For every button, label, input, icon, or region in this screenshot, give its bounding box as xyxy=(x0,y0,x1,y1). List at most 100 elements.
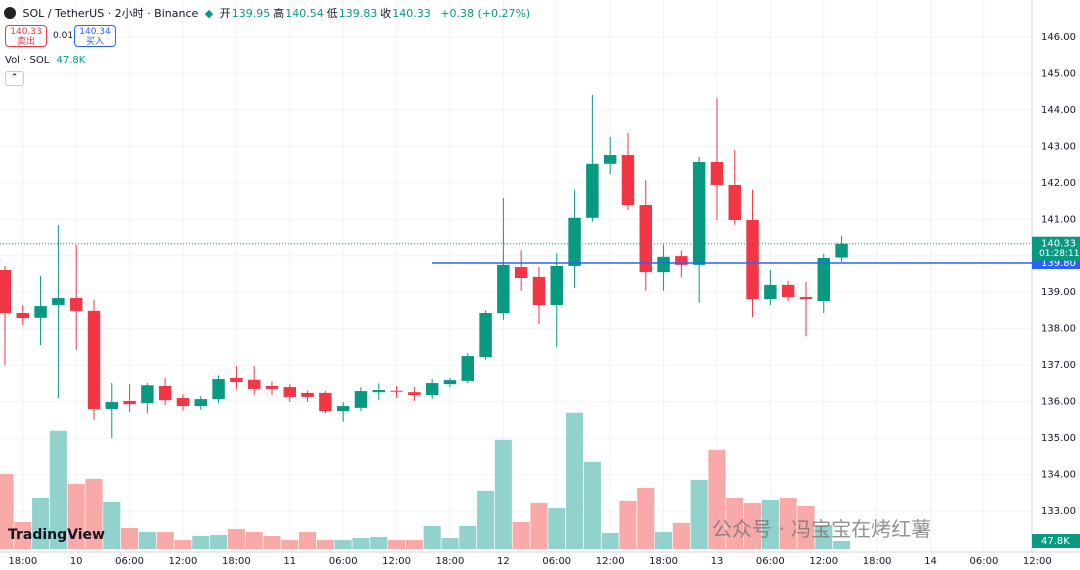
volume-bar xyxy=(477,490,495,549)
ohlc-value: 140.54 xyxy=(285,7,324,20)
volume-bar xyxy=(405,539,423,549)
y-tick-label: 141.00 xyxy=(1041,214,1076,225)
x-tick-label: 18:00 xyxy=(222,556,251,567)
candle-body xyxy=(550,265,563,305)
volume-bar xyxy=(512,521,530,549)
collapse-button[interactable]: ⌃ xyxy=(5,71,24,86)
candle-body xyxy=(247,379,261,389)
volume-bar xyxy=(619,500,637,549)
candle-body xyxy=(141,385,154,404)
volume-bar xyxy=(779,497,797,549)
volume-bar xyxy=(121,527,139,549)
wechat-watermark: 公众号 · 冯宝宝在烤红薯 xyxy=(712,517,932,541)
candle-body xyxy=(728,184,741,220)
arrow: ◆ xyxy=(204,7,214,20)
volume-bar xyxy=(388,539,406,549)
volume-bar xyxy=(637,487,655,549)
x-tick-label: 10 xyxy=(70,556,83,567)
y-tick-label: 139.00 xyxy=(1041,287,1076,298)
candle-body xyxy=(283,387,297,397)
ohlc-value: 139.83 xyxy=(338,7,378,20)
symbol: SOL / TetherUS · 2小时 · Binance xyxy=(22,7,199,20)
coin-icon xyxy=(4,7,16,19)
volume-bar xyxy=(797,505,815,549)
candle-body xyxy=(265,385,279,389)
candle-body xyxy=(568,217,581,266)
candle-body xyxy=(764,284,777,300)
volume-bar xyxy=(67,483,85,549)
candle-body xyxy=(817,257,830,301)
volume-bar xyxy=(690,479,708,549)
y-tick-label: 145.00 xyxy=(1041,68,1076,79)
volume-current: 47.8K xyxy=(56,55,86,66)
y-tick-label: 133.00 xyxy=(1041,506,1076,517)
ohlc-label: 高 xyxy=(273,7,285,20)
last-price-tag xyxy=(1032,236,1080,261)
x-tick-label: 06:00 xyxy=(542,556,571,567)
volume-legend: Vol · SOL 47.8K xyxy=(5,55,85,66)
volume-bar xyxy=(548,507,566,549)
x-tick-label: 12:00 xyxy=(596,556,625,567)
last-price-label: 140.33 xyxy=(1041,239,1076,250)
candle-body xyxy=(69,298,83,311)
buy-price: 140.34 xyxy=(79,27,111,37)
volume-bar xyxy=(459,525,477,549)
volume-bar xyxy=(263,535,281,549)
y-tick-label: 134.00 xyxy=(1041,470,1076,481)
candle-body xyxy=(408,392,421,396)
volume-title: Vol · SOL xyxy=(5,55,50,66)
sell-button[interactable]: 140.33 卖出 xyxy=(5,25,47,47)
volume-bar xyxy=(833,541,851,549)
volume-tag-label: 47.8K xyxy=(1041,536,1070,547)
y-tick-label: 143.00 xyxy=(1041,141,1076,152)
volume-bar xyxy=(726,497,744,549)
candle-body xyxy=(390,390,403,392)
candle-body xyxy=(52,298,65,305)
ohlc: 开139.95 高140.54 低139.83 收140.33 xyxy=(220,7,434,20)
candle-body xyxy=(710,161,724,185)
y-tick-label: 142.00 xyxy=(1041,178,1076,189)
volume-bar xyxy=(601,532,619,549)
ohlc-label: 收 xyxy=(380,7,392,20)
candle-body xyxy=(105,402,119,409)
volume-bar xyxy=(299,531,317,549)
y-tick-label: 144.00 xyxy=(1041,105,1076,116)
volume-tag xyxy=(1032,534,1080,549)
candle-body xyxy=(692,161,706,265)
y-tick-label: 137.00 xyxy=(1041,360,1076,371)
candle-body xyxy=(34,306,47,318)
candle-body xyxy=(372,389,385,393)
volume-bar xyxy=(156,531,174,549)
candle-body xyxy=(586,163,599,218)
countdown: 01:28:11 xyxy=(1039,249,1079,259)
x-tick-label: 14 xyxy=(924,556,937,567)
y-tick-label: 138.00 xyxy=(1041,324,1076,335)
volume-bar xyxy=(334,539,352,549)
x-tick-label: 12:00 xyxy=(169,556,198,567)
volume-bar xyxy=(370,536,388,549)
volume-bar xyxy=(281,539,299,549)
candle-body xyxy=(603,155,617,164)
candle-body xyxy=(746,219,759,300)
x-tick-label: 11 xyxy=(283,556,296,567)
buy-button[interactable]: 140.34 买入 xyxy=(74,25,116,47)
volume-bar xyxy=(174,539,192,549)
candle-body xyxy=(781,284,795,297)
volume-bar xyxy=(316,539,334,549)
candle-body xyxy=(336,406,350,412)
volume-bar xyxy=(815,524,833,549)
candle-body xyxy=(799,296,813,300)
change: +0.38 (+0.27%) xyxy=(440,7,531,20)
x-tick-label: 06:00 xyxy=(329,556,358,567)
x-tick-label: 12:00 xyxy=(1023,556,1052,567)
x-tick-label: 13 xyxy=(711,556,724,567)
volume-bar xyxy=(672,522,690,549)
candle-body xyxy=(461,356,474,381)
x-tick-label: 18:00 xyxy=(863,556,892,567)
volume-bar xyxy=(761,499,779,549)
ohlc-label: 低 xyxy=(326,7,338,20)
sell-price: 140.33 xyxy=(10,27,42,37)
candle-body xyxy=(123,400,136,405)
ohlc-value: 139.95 xyxy=(231,7,271,20)
